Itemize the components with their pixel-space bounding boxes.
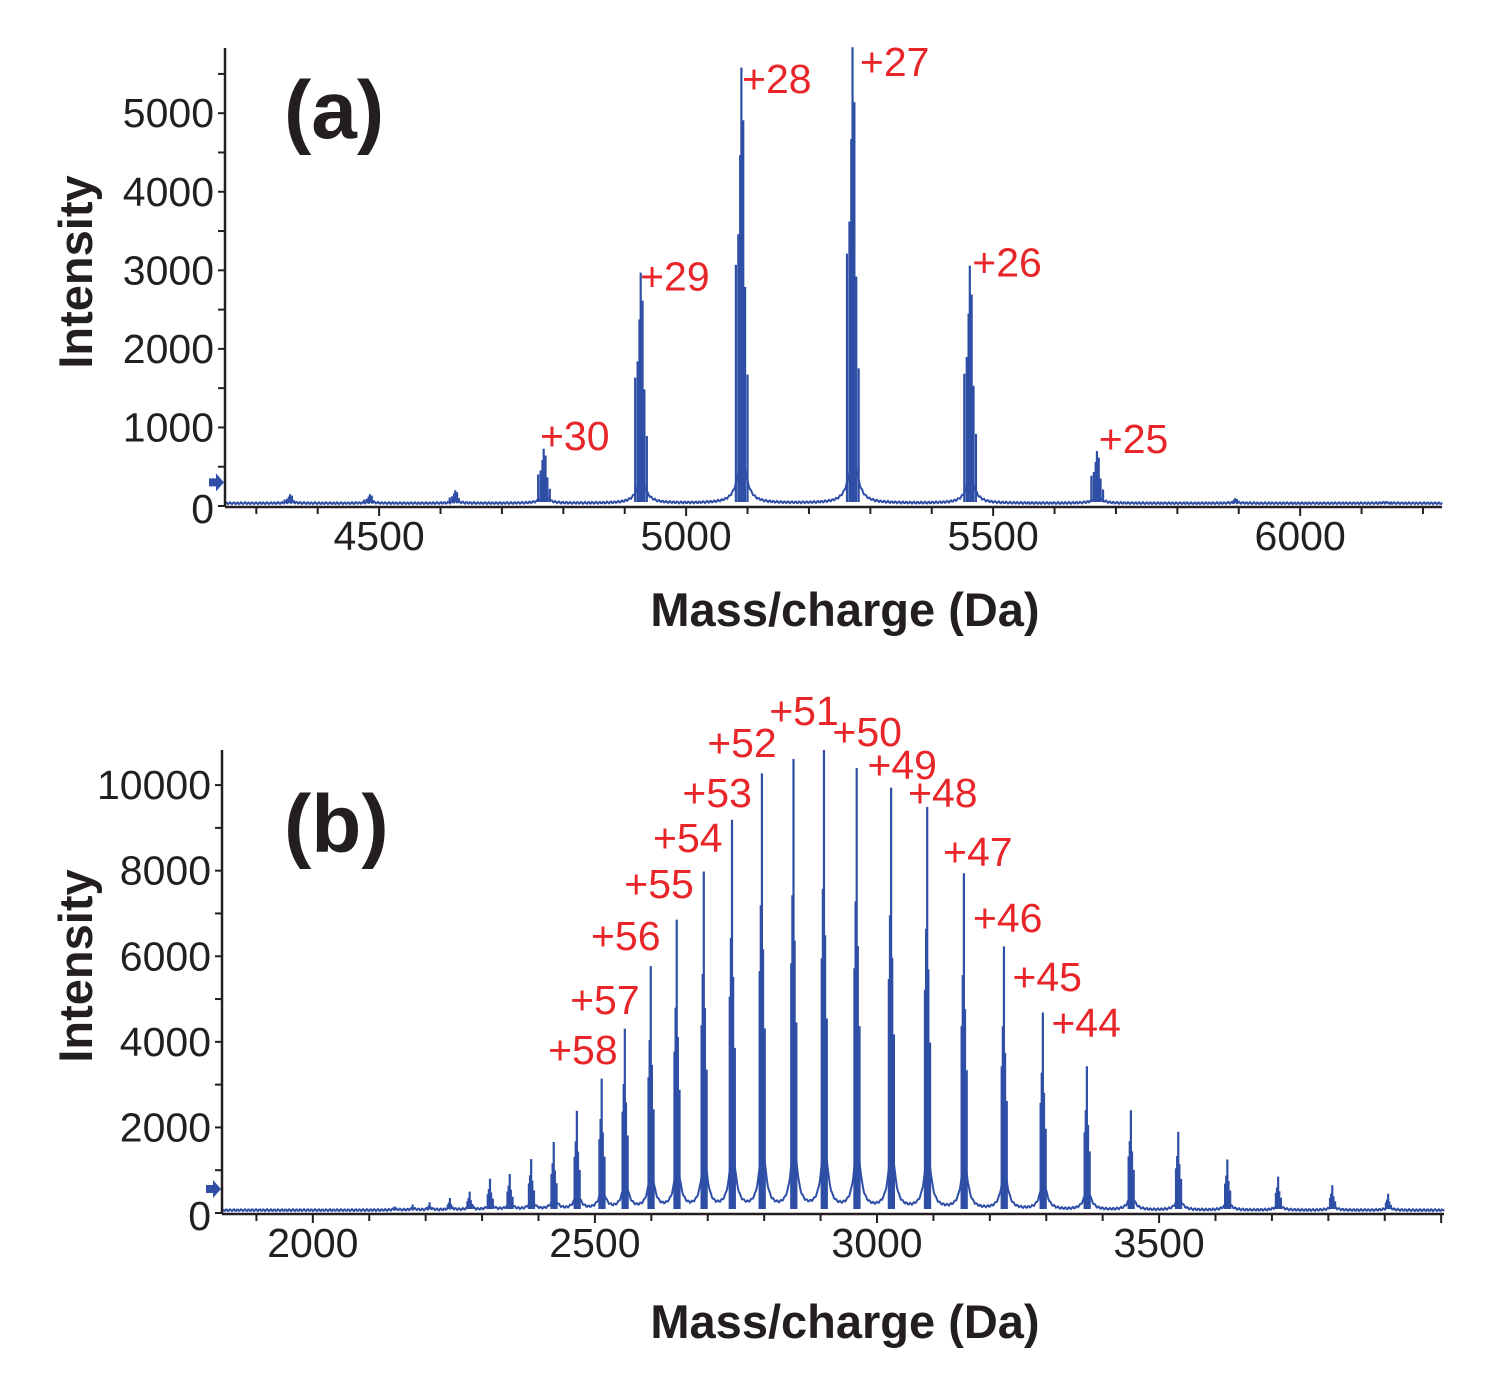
panel-b-peak (853, 767, 861, 1209)
panel-b-charge-label: +45 (1012, 954, 1082, 1000)
panel-b-charge-label: +47 (943, 829, 1013, 875)
panel-b-peak (960, 873, 968, 1209)
panel-b-peak (758, 773, 766, 1209)
panel-a-x-axis-title: Mass/charge (Da) (650, 583, 1039, 636)
panel-b-peak (621, 1028, 629, 1209)
panel-b-charge-label: +52 (707, 720, 777, 766)
panel-a-charge-label: +29 (640, 253, 710, 299)
panel-b-y-tick-label: 10000 (97, 762, 211, 808)
panel-b-charge-label: +48 (908, 770, 978, 816)
panel-a-peak (1228, 498, 1243, 504)
panel-b-peak (446, 1198, 454, 1209)
panel-b-y-axis-title: Intensity (49, 869, 102, 1062)
panel-a-y-tick-label: 3000 (123, 247, 214, 293)
panel-b-charge-label: +57 (570, 977, 640, 1023)
panel-a-peak (845, 47, 860, 502)
panel-b-charge-label: +46 (973, 895, 1043, 941)
panel-a-spectrum-profile (225, 456, 1443, 506)
panel-b-peak (1224, 1159, 1232, 1209)
panel-a-charge-label: +26 (972, 239, 1042, 285)
panel-a-peak (1090, 451, 1105, 502)
panel-b-charge-label: +49 (867, 742, 937, 788)
panel-b-peak (1000, 946, 1008, 1209)
panel-b-charge-label: +55 (624, 861, 694, 907)
panel-a-label: (a) (284, 65, 384, 156)
panel-b-y-tick-label: 4000 (120, 1019, 211, 1065)
panel-a-x-tick-label: 4500 (334, 513, 425, 559)
panel-a-peak (963, 265, 978, 502)
panel-b: (b) Mass/charge (Da) Intensity 2000 2500 3… (49, 688, 1445, 1348)
panel-a-peak (537, 448, 551, 502)
panel-b-x-axis-title: Mass/charge (Da) (650, 1295, 1039, 1348)
panel-b-charge-label: +51 (769, 688, 839, 734)
panel-a: (a) Mass/charge (Da) Intensity 4500 5000 5… (49, 39, 1443, 636)
panel-b-peak (790, 758, 798, 1209)
panel-b-peak (1039, 1012, 1047, 1209)
panel-a-y-tick-label: 1000 (123, 404, 214, 450)
panel-b-charge-label: +58 (548, 1027, 618, 1073)
panel-b-charge-label: +50 (832, 709, 902, 755)
panel-b-charge-label: +53 (682, 770, 752, 816)
panel-b-peak (466, 1191, 474, 1209)
panel-a-peak (448, 490, 463, 502)
panel-b-peak (1328, 1185, 1337, 1209)
panel-a-charge-label: +25 (1099, 416, 1169, 462)
panel-b-peak (409, 1204, 417, 1210)
panel-a-peak (283, 494, 298, 503)
panel-b-x-tick-label: 2500 (549, 1220, 640, 1266)
panel-a-x-tick-label: 5000 (641, 513, 732, 559)
panel-a-baseline-arrow-icon (209, 473, 224, 492)
panel-a-charge-label: +28 (742, 56, 812, 102)
panel-b-spectrum-profile (222, 1139, 1445, 1213)
panel-a-peak (363, 494, 378, 503)
panel-b-peak (1083, 1066, 1091, 1209)
panel-b-peak (391, 1206, 399, 1211)
panel-b-x-tick-label: 3000 (831, 1220, 922, 1266)
panel-a-peak (1378, 501, 1393, 505)
panel-b-baseline-arrow-icon (206, 1180, 221, 1199)
panel-b-x-tick-label: 2000 (267, 1220, 358, 1266)
panel-b-peak (1274, 1176, 1283, 1209)
panel-a-peak (734, 67, 749, 502)
panel-b-peak (506, 1174, 514, 1209)
panel-b-peak (573, 1110, 581, 1209)
panel-a-y-tick-label: 4000 (123, 169, 214, 215)
panel-b-charge-label: +44 (1051, 1000, 1121, 1046)
panel-a-y-axis-title: Intensity (49, 175, 102, 368)
panel-a-x-tick-label: 6000 (1255, 513, 1346, 559)
panel-b-peak (486, 1178, 494, 1209)
panel-b-charge-label: +54 (653, 815, 723, 861)
panel-b-peak (923, 806, 932, 1209)
panel-b-y-tick-label: 0 (188, 1193, 211, 1239)
panel-a-y-tick-label: 5000 (123, 90, 214, 136)
panel-b-x-tick-label: 3500 (1113, 1220, 1204, 1266)
panel-b-peak (1127, 1110, 1135, 1209)
panel-b-peak (598, 1078, 606, 1209)
panel-b-peak (1174, 1131, 1183, 1209)
panel-b-peak (700, 871, 708, 1209)
panel-a-x-tick-label: 5500 (948, 513, 1039, 559)
panel-a-peak (634, 272, 648, 502)
panel-b-peak (1384, 1193, 1393, 1209)
panel-a-charge-label: +30 (540, 413, 610, 459)
panel-b-peak (527, 1159, 536, 1209)
panel-b-label: (b) (284, 779, 389, 870)
panel-b-y-tick-label: 8000 (120, 848, 211, 894)
panel-b-peak (550, 1141, 558, 1209)
panel-b-charge-label: +56 (591, 913, 661, 959)
panel-b-peak (426, 1202, 434, 1209)
panel-b-peak (820, 750, 828, 1209)
panel-b-peak (887, 787, 896, 1209)
panel-b-peak (647, 966, 655, 1209)
panel-a-y-tick-label: 2000 (123, 326, 214, 372)
panel-b-peak (673, 919, 681, 1209)
panel-a-charge-label: +27 (860, 39, 930, 85)
panel-b-peak (728, 819, 736, 1209)
panel-a-y-tick-label: 0 (191, 486, 214, 532)
panel-b-y-tick-label: 6000 (120, 933, 211, 979)
panel-b-y-tick-label: 2000 (120, 1104, 211, 1150)
